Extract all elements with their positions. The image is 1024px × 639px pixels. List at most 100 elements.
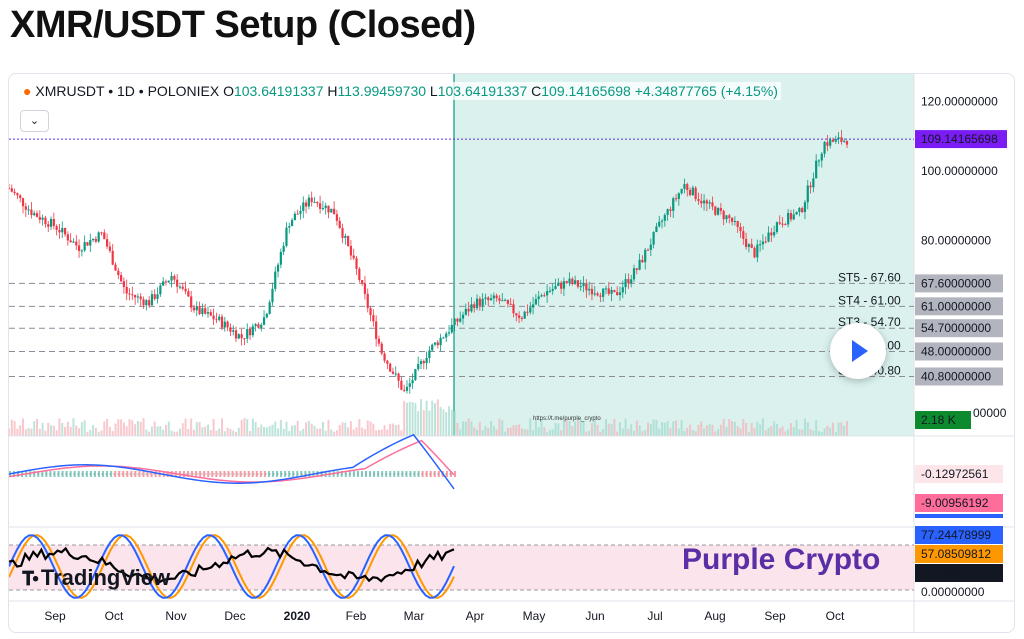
volume-bar [260, 424, 263, 436]
candle-body [285, 227, 288, 246]
candle-body [355, 258, 358, 269]
candle-body [501, 300, 504, 302]
candle-body [803, 202, 807, 213]
volume-bar [529, 418, 532, 436]
candle-body [111, 250, 114, 265]
candle-body [700, 200, 703, 204]
candle-body [711, 202, 714, 207]
volume-bar [363, 429, 366, 436]
candle-body [349, 245, 353, 256]
candle-body [428, 350, 431, 358]
volume-bar [344, 422, 347, 436]
volume-bar [464, 421, 467, 436]
volume-bar [19, 425, 22, 436]
candle-body [750, 244, 753, 248]
candle-body [579, 286, 582, 288]
candle-body [209, 312, 212, 316]
volume-bar [223, 431, 226, 436]
price-tick-label: 80.00000000 [921, 233, 991, 247]
volume-bar [229, 428, 232, 436]
collapse-legend-button[interactable]: ⌄ [20, 110, 49, 132]
tradingview-logo-icon: 𝐓• [22, 569, 39, 590]
candle-body [812, 178, 815, 188]
volume-bar [641, 431, 644, 436]
volume-bar [190, 418, 193, 436]
volume-bar [383, 425, 386, 436]
volume-bar [285, 421, 288, 436]
volume-bar [436, 399, 439, 436]
volume-bar [635, 420, 638, 436]
volume-bar [355, 427, 358, 436]
candle-body [506, 299, 509, 304]
macd-histogram-bar [130, 471, 133, 477]
volume-bar [209, 430, 212, 436]
volume-bar [271, 424, 274, 436]
volume-bar [537, 427, 540, 436]
volume-bar [111, 431, 114, 436]
volume-bar [689, 424, 692, 436]
volume-bar [307, 420, 310, 436]
candle-body [187, 291, 190, 297]
volume-bar [801, 429, 804, 436]
candle-body [341, 228, 344, 238]
volume-bar [487, 427, 490, 436]
candle-body [618, 292, 622, 296]
rsi-value-badge [915, 564, 1003, 582]
volume-bar [153, 421, 156, 436]
stoch-k-line [9, 534, 455, 599]
candle-body [403, 389, 406, 391]
volume-bar [170, 430, 173, 436]
chart-legend[interactable]: ● XMRUSDT • 1D • POLONIEX O103.64191337 … [20, 82, 781, 100]
candle-body [554, 285, 557, 289]
volume-bar [669, 428, 672, 436]
volume-bar [187, 429, 190, 436]
candle-body [103, 232, 106, 240]
symbol-label[interactable]: XMRUSDT • 1D • POLONIEX [35, 83, 220, 99]
macd-histogram-bar [122, 471, 125, 477]
candle-body [635, 268, 638, 270]
macd-histogram-bar [114, 471, 117, 477]
candle-body [63, 227, 67, 235]
macd-line [9, 433, 455, 490]
macd-histogram-bar [454, 471, 456, 477]
volume-bar [310, 423, 313, 436]
candle-body [94, 238, 97, 242]
volume-bar [823, 428, 826, 436]
candle-body [461, 314, 465, 319]
volume-bar [405, 402, 408, 436]
play-replay-button[interactable] [830, 323, 886, 379]
candle-body [411, 380, 414, 384]
volume-bar [532, 430, 535, 436]
volume-bar [64, 426, 67, 436]
candle-body [108, 246, 111, 251]
tradingview-logo[interactable]: 𝐓• TradingView [22, 565, 170, 591]
macd-histogram-bar [267, 471, 270, 477]
volume-bar [36, 419, 39, 436]
time-tick-label: 2020 [284, 609, 311, 623]
volume-bar [837, 422, 840, 436]
volume-bar [703, 428, 706, 436]
candle-body [58, 229, 61, 233]
volume-bar [246, 419, 249, 436]
candle-body [806, 185, 809, 203]
volume-bar [764, 430, 767, 436]
volume-bar [58, 418, 61, 436]
volume-bar [30, 428, 33, 436]
candle-body [604, 288, 608, 290]
candle-body [540, 295, 543, 297]
volume-bar [397, 424, 400, 436]
candle-body [156, 294, 159, 299]
price-chart[interactable]: 120.00000000 100.00000000 80.00000000 ST5 -… [9, 74, 1014, 632]
telegram-link[interactable]: https://t.me/purple_crypto [533, 416, 601, 422]
candle-body [520, 317, 523, 319]
candle-body [91, 238, 95, 241]
candle-body [649, 244, 652, 250]
candle-body [400, 380, 403, 390]
volume-bar [686, 428, 689, 436]
candle-body [77, 245, 81, 252]
volume-bar [22, 418, 25, 436]
page-title: XMR/USDT Setup (Closed) [10, 4, 476, 46]
support-badge [915, 367, 1003, 386]
volume-bar [677, 428, 680, 436]
macd-histogram-bar [154, 471, 157, 477]
